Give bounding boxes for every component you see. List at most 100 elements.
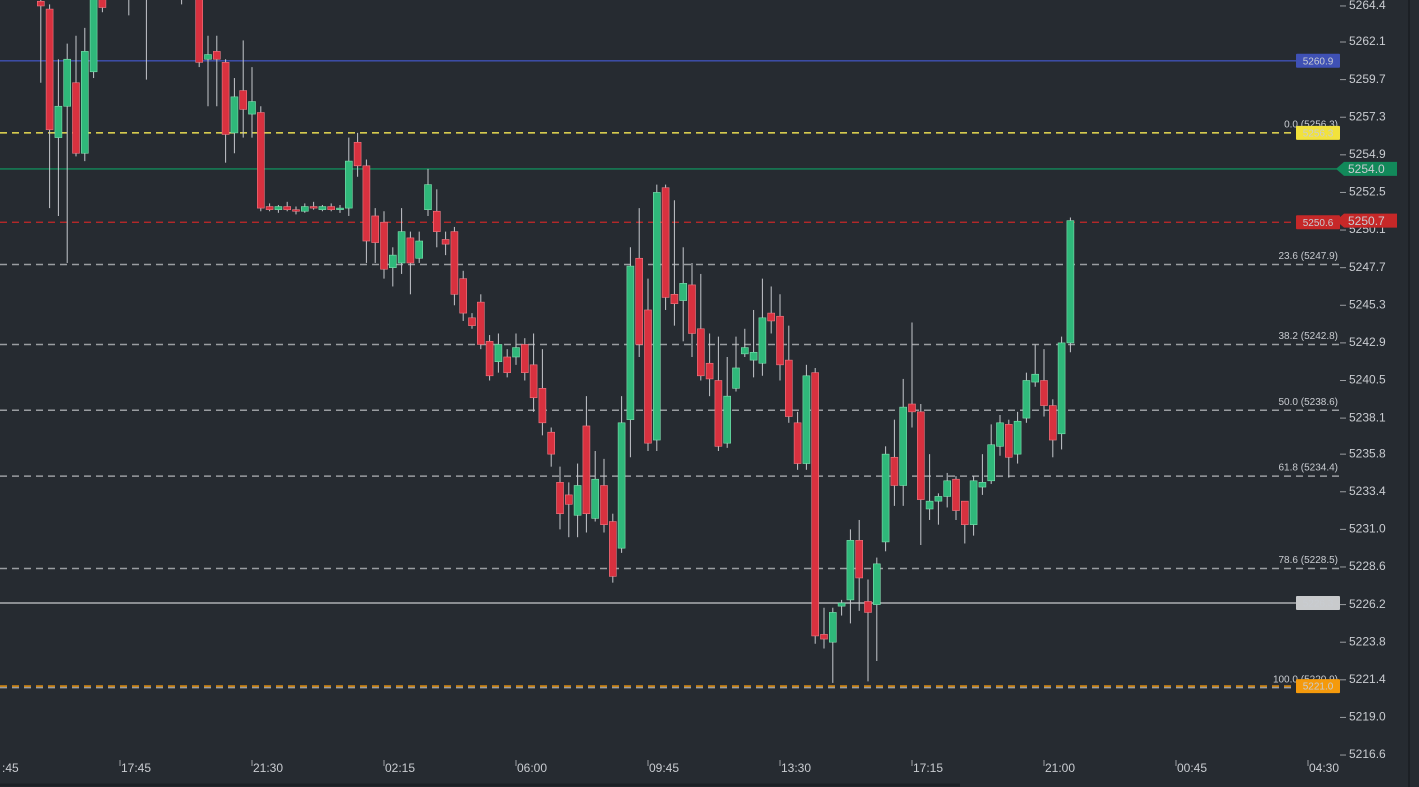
candle-body	[890, 456, 899, 486]
candle-body	[274, 206, 283, 210]
candle-body	[213, 51, 221, 60]
y-tick-label: 5219.0	[1349, 710, 1386, 724]
price-badge	[1296, 596, 1340, 611]
candle-body	[582, 425, 591, 514]
price-badge	[1296, 125, 1340, 140]
y-tick-label: 5264.4	[1349, 0, 1386, 12]
candle-body	[256, 112, 265, 209]
candle-body	[292, 209, 300, 212]
x-tick-label: :45	[2, 761, 19, 775]
candle-body	[520, 344, 529, 373]
y-tick-label: 5245.3	[1349, 297, 1386, 311]
price-badge-label: 5256.3	[1303, 129, 1334, 140]
candle-body	[529, 364, 538, 399]
price-badge	[1296, 215, 1340, 230]
x-tick-label: 21:30	[253, 761, 283, 775]
x-tick-label: 04:30	[1309, 761, 1339, 775]
candle-body	[397, 231, 406, 264]
candle-body	[230, 96, 239, 134]
candle-body	[221, 62, 230, 135]
last-price-label: 5250.7	[1348, 214, 1385, 228]
candle-body	[723, 395, 732, 444]
candle-body	[89, 0, 98, 73]
candle-body	[336, 207, 344, 210]
candle-body	[846, 540, 855, 601]
candle-body	[864, 601, 872, 613]
candle-body	[978, 482, 987, 488]
candle-body	[793, 422, 802, 464]
price-badge-label: 5221.0	[1303, 682, 1334, 693]
candle-body	[996, 422, 1004, 447]
candle-body	[784, 359, 793, 417]
candle-body	[195, 0, 203, 63]
candle-body	[512, 347, 520, 358]
candle-body	[362, 165, 371, 242]
candle-body	[283, 206, 292, 210]
candle-body	[371, 215, 380, 243]
price-badge-label: 5250.6	[1303, 218, 1334, 229]
candle-body	[881, 453, 890, 543]
candle-body	[688, 284, 696, 334]
candle-body	[54, 105, 63, 138]
candle-body	[432, 210, 441, 232]
candle-body	[36, 0, 45, 7]
candle-body	[406, 237, 415, 264]
candle-body	[388, 254, 397, 268]
candle-body	[758, 317, 767, 364]
candle-body	[309, 206, 318, 209]
candle-body	[696, 328, 705, 377]
candle-body	[837, 602, 846, 607]
candle-body	[300, 206, 309, 212]
candle-body	[248, 101, 256, 115]
candle-body	[679, 283, 688, 301]
candle-body	[424, 184, 432, 210]
axes: 5264.4 5262.1 5259.7 5257.3 5254.9 5252.5 5250…	[2, 0, 1397, 775]
candle-body	[820, 634, 828, 640]
candle-body	[468, 317, 476, 326]
candle-body	[934, 496, 943, 502]
y-tick-label: 5259.7	[1349, 72, 1386, 86]
x-tick-label: 13:30	[781, 761, 811, 775]
candle-body	[98, 0, 107, 8]
x-tick-label: 00:45	[1177, 761, 1207, 775]
candle-body	[705, 362, 714, 380]
candle-body	[802, 375, 811, 464]
candle-body	[265, 206, 274, 210]
candle-body	[776, 315, 784, 366]
candle-body	[415, 240, 424, 259]
candle-body	[661, 187, 670, 298]
x-tick-label: 17:15	[913, 761, 943, 775]
candle-body	[485, 341, 494, 377]
x-tick-label: 02:15	[385, 761, 415, 775]
candle-body	[591, 478, 600, 519]
fib-level-label: 23.6 (5247.9)	[1279, 251, 1339, 262]
candle-body	[556, 482, 564, 514]
candle-body	[1013, 420, 1022, 455]
y-tick-label: 5231.0	[1349, 522, 1386, 536]
candle-body	[670, 294, 679, 305]
x-tick-label: 21:00	[1045, 761, 1075, 775]
candle-body	[740, 347, 749, 355]
candle-body	[626, 265, 635, 420]
candle-body	[925, 500, 934, 510]
candle-body	[767, 312, 776, 322]
candle-body	[617, 422, 626, 549]
y-tick-label: 5223.8	[1349, 634, 1386, 648]
candle-body	[476, 301, 485, 345]
candle-body	[494, 344, 503, 362]
candle-body	[811, 372, 820, 637]
fib-level-label: 78.6 (5228.5)	[1279, 555, 1339, 566]
fib-level-label: 38.2 (5242.8)	[1279, 331, 1339, 342]
candle-body	[1066, 220, 1075, 344]
y-tick-label: 5262.1	[1349, 34, 1386, 48]
y-tick-label: 5242.9	[1349, 335, 1386, 349]
candle-body	[969, 480, 978, 525]
fib-level-label: 0.0 (5256.3)	[1284, 120, 1338, 131]
candle-body	[600, 485, 608, 525]
candle-body	[327, 206, 336, 210]
candle-body	[503, 356, 512, 373]
candle-body	[1031, 373, 1039, 383]
candle-body	[573, 485, 582, 516]
y-tick-label: 5254.9	[1349, 147, 1386, 161]
price-badge-label: 5226.3	[1303, 599, 1334, 610]
